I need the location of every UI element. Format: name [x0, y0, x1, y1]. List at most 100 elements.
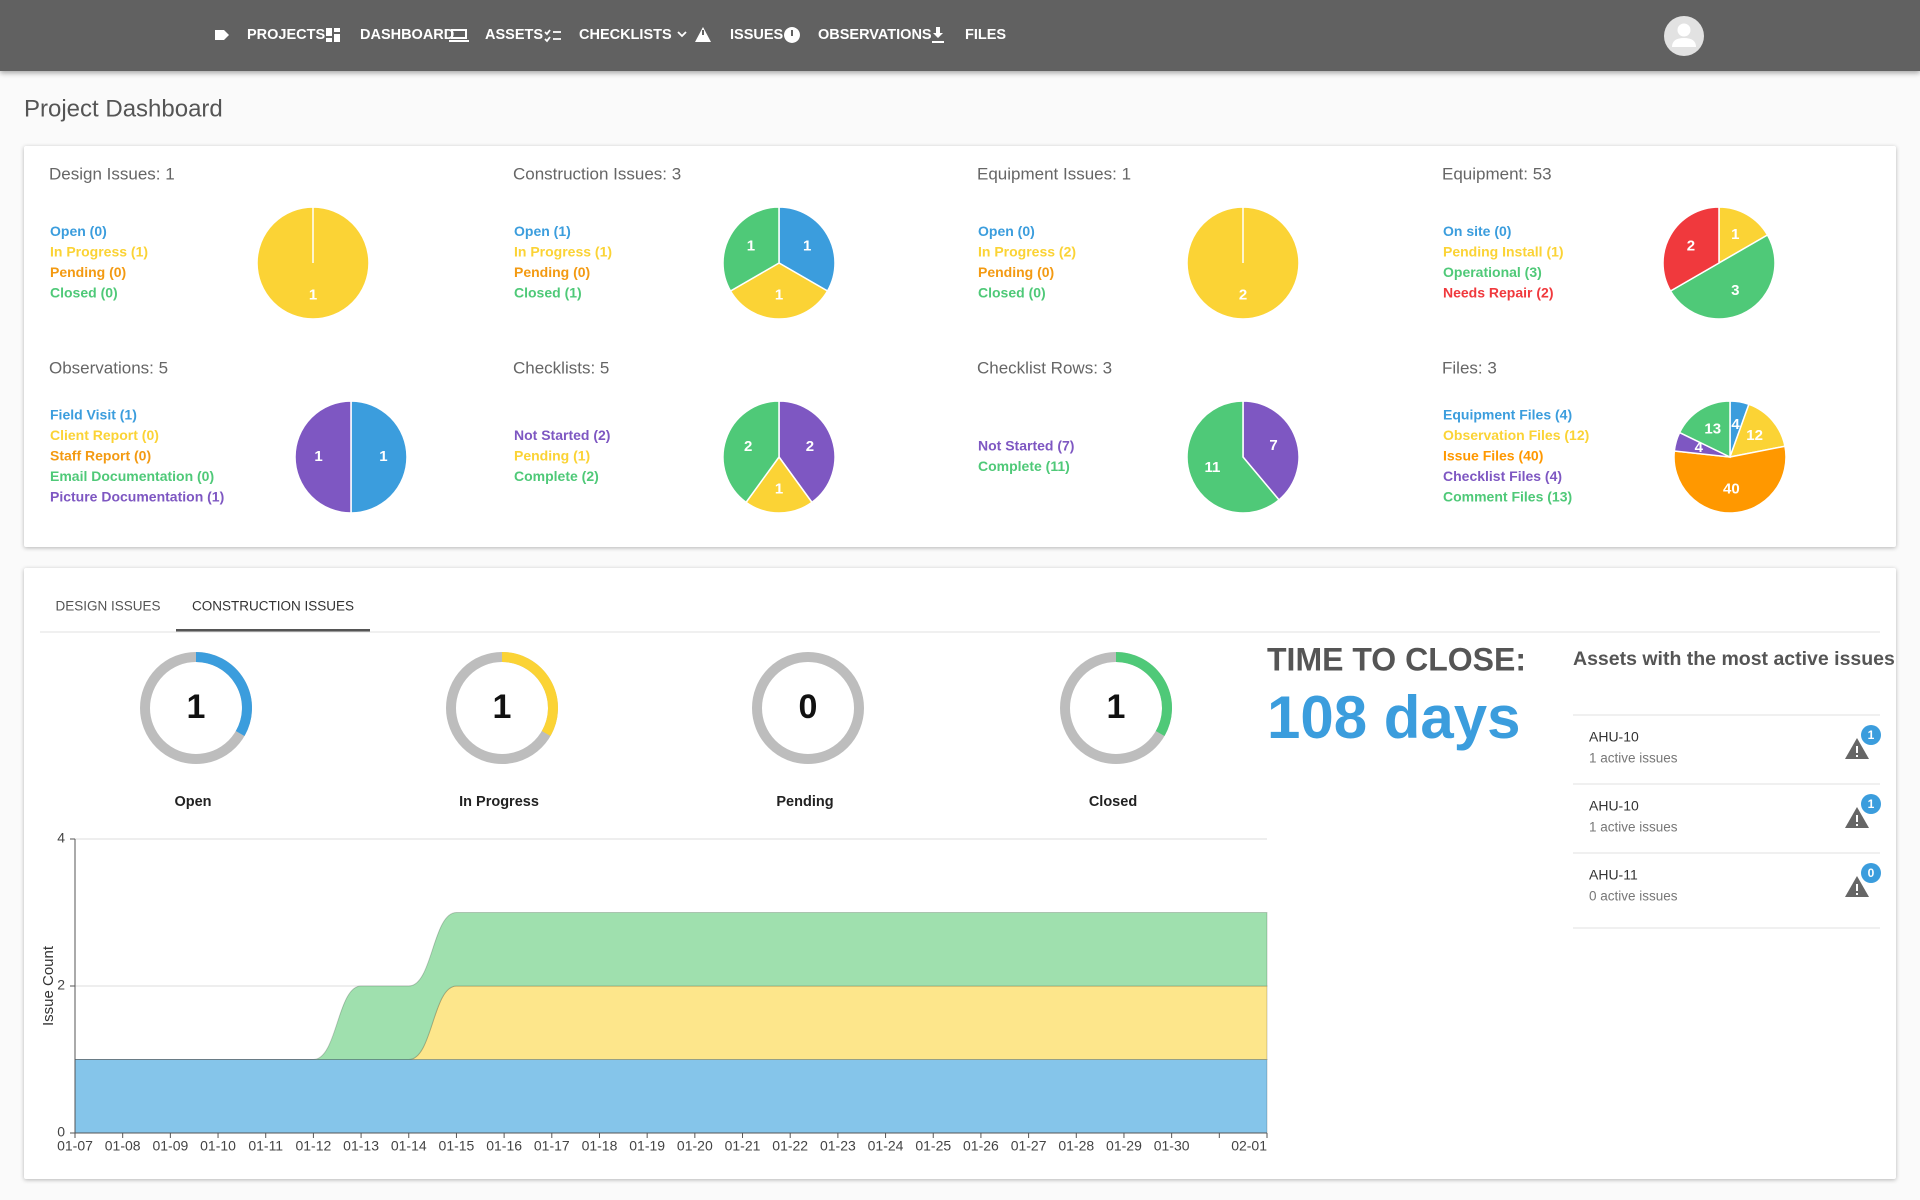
pie-slice[interactable]	[1242, 400, 1300, 501]
asset-row[interactable]: AHU-10 1 active issues 1	[1589, 794, 1881, 835]
pie-slice[interactable]	[1718, 206, 1769, 265]
donut-arc	[501, 652, 558, 736]
pie-slice-label: 2	[1239, 286, 1247, 303]
time-to-close-label: TIME TO CLOSE:	[1267, 641, 1526, 677]
time-to-close-value: 108 days	[1267, 684, 1521, 751]
nav-item[interactable]: CHECKLISTS	[544, 27, 687, 43]
y-tick-label: 2	[57, 977, 65, 993]
legend-entry[interactable]: Pending (0)	[978, 264, 1054, 280]
pie-slice-label: 40	[1723, 480, 1740, 497]
legend-entry[interactable]: Equipment Files (4)	[1443, 407, 1572, 423]
legend-entry[interactable]: Picture Documentation (1)	[50, 489, 224, 505]
pie-slice[interactable]	[1673, 445, 1787, 514]
legend-entry[interactable]: In Progress (1)	[50, 243, 148, 259]
nav-label: OBSERVATIONS	[818, 27, 932, 43]
legend-entry[interactable]: Not Started (2)	[514, 427, 610, 443]
pie-slice[interactable]	[1669, 233, 1776, 320]
legend-entry[interactable]: Pending (0)	[50, 264, 126, 280]
legend-entry[interactable]: Field Visit (1)	[50, 407, 137, 423]
pie-slice-label: 7	[1269, 437, 1277, 454]
warning-mark	[1856, 755, 1858, 757]
pie-slice[interactable]	[1662, 206, 1720, 293]
legend-entry[interactable]: Open (0)	[978, 223, 1035, 239]
pie-slice[interactable]	[722, 400, 780, 504]
donut-value: 1	[1107, 688, 1126, 726]
tab[interactable]: CONSTRUCTION ISSUES	[192, 599, 354, 614]
pie-slice-label: 1	[1731, 226, 1739, 243]
pie-slice[interactable]	[294, 400, 352, 514]
nav-item[interactable]: ISSUES	[695, 27, 784, 43]
area	[74, 1059, 1268, 1134]
legend-entry[interactable]: Pending (0)	[514, 264, 590, 280]
pie-slice[interactable]	[778, 206, 836, 293]
nav-label: CHECKLISTS	[579, 27, 672, 43]
asset-row[interactable]: AHU-11 0 active issues 0	[1589, 863, 1881, 904]
area	[75, 985, 1268, 1060]
legend-entry[interactable]: Complete (2)	[514, 468, 599, 484]
legend-entry[interactable]: Needs Repair (2)	[1443, 284, 1553, 300]
pie-slice[interactable]	[256, 206, 370, 320]
nav-item[interactable]: PROJECTS	[215, 27, 325, 43]
pie-slice[interactable]	[778, 400, 836, 504]
pie-slice-label: 13	[1704, 420, 1721, 437]
pie-slice[interactable]	[722, 206, 780, 293]
legend-entry[interactable]: Pending (1)	[514, 448, 590, 464]
legend-entry[interactable]: Observation Files (12)	[1443, 427, 1589, 443]
x-tick-label: 01-16	[486, 1138, 522, 1154]
legend-entry[interactable]: Checklist Files (4)	[1443, 468, 1562, 484]
nav-label: PROJECTS	[247, 27, 325, 43]
legend-entry[interactable]: Client Report (0)	[50, 427, 159, 443]
pie-slice-label: 1	[775, 286, 783, 303]
x-tick-label: 02-01	[1231, 1138, 1267, 1154]
nav-icon	[215, 30, 229, 40]
x-tick-label: 01-29	[1106, 1138, 1142, 1154]
nav-item[interactable]: OBSERVATIONS	[783, 27, 932, 43]
legend-entry[interactable]: Closed (0)	[50, 284, 118, 300]
legend-entry[interactable]: Complete (11)	[978, 458, 1070, 474]
pie-slice[interactable]	[1678, 400, 1731, 459]
legend-entry[interactable]: Open (1)	[514, 223, 571, 239]
nav-item[interactable]: DASHBOARD	[326, 27, 454, 43]
nav-icon	[449, 29, 469, 42]
legend-entry[interactable]: In Progress (1)	[514, 243, 612, 259]
legend-entry[interactable]: Email Documentation (0)	[50, 468, 214, 484]
nav-label: ISSUES	[730, 27, 784, 43]
badge	[1861, 725, 1881, 745]
asset-row[interactable]: AHU-10 1 active issues 1	[1589, 725, 1881, 766]
legend-entry[interactable]: Operational (3)	[1443, 264, 1542, 280]
pie-slice[interactable]	[729, 262, 829, 320]
legend-entry[interactable]: Comment Files (13)	[1443, 489, 1572, 505]
pie-slice[interactable]	[350, 400, 408, 514]
x-tick-label: 01-30	[1154, 1138, 1190, 1154]
nav-item[interactable]: FILES	[932, 27, 1006, 43]
legend-entry[interactable]: On site (0)	[1443, 223, 1511, 239]
legend-entry[interactable]: Closed (1)	[514, 284, 582, 300]
pie-slice[interactable]	[745, 455, 813, 514]
donut-track	[752, 652, 864, 764]
x-tick-label: 01-22	[772, 1138, 808, 1154]
x-tick-label: 01-20	[677, 1138, 713, 1154]
legend-entry[interactable]: Closed (0)	[978, 284, 1046, 300]
pie-title: Equipment Issues: 1	[977, 164, 1131, 183]
pie-slice[interactable]	[1186, 206, 1300, 320]
legend-entry[interactable]: Open (0)	[50, 223, 107, 239]
tab[interactable]: DESIGN ISSUES	[55, 599, 160, 614]
assets-title: Assets with the most active issues	[1573, 648, 1895, 670]
nav-icon	[326, 28, 340, 42]
legend-entry[interactable]: Not Started (7)	[978, 437, 1074, 453]
legend-entry[interactable]: In Progress (2)	[978, 243, 1076, 259]
donut-label: Pending	[776, 794, 833, 810]
avatar[interactable]	[1664, 16, 1704, 56]
badge-count: 1	[1868, 728, 1875, 742]
pie-slice[interactable]	[1186, 400, 1281, 514]
pie-slice-label: 2	[1687, 238, 1695, 255]
legend-entry[interactable]: Staff Report (0)	[50, 448, 151, 464]
nav-item[interactable]: ASSETS	[449, 27, 543, 43]
pie-slice[interactable]	[1728, 403, 1786, 458]
pie-slice-label: 1	[803, 238, 811, 255]
legend-entry[interactable]: Pending Install (1)	[1443, 243, 1564, 259]
legend-entry[interactable]: Issue Files (40)	[1443, 448, 1543, 464]
avatar-head	[1677, 23, 1691, 37]
